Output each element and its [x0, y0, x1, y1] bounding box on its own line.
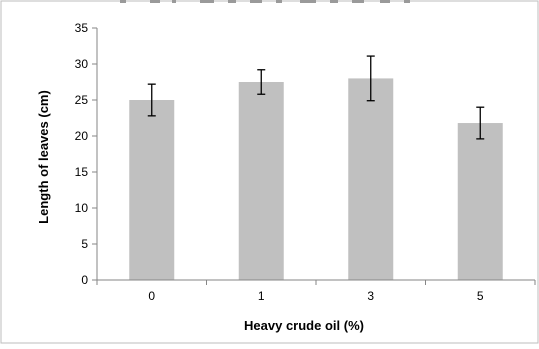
- y-tick-label: 30: [75, 57, 89, 71]
- y-tick-label: 15: [75, 165, 89, 179]
- y-tick-label: 25: [75, 93, 89, 107]
- cropped-header-strip: [0, 0, 539, 6]
- bar-0: [129, 100, 175, 280]
- x-tick-label: 0: [148, 289, 155, 303]
- bar-1: [238, 82, 284, 280]
- y-tick-label: 10: [75, 201, 89, 215]
- x-axis-label: Heavy crude oil (%): [244, 318, 364, 333]
- x-tick-label: 3: [367, 289, 374, 303]
- bar-5: [457, 123, 503, 280]
- y-tick-label: 20: [75, 129, 89, 143]
- y-axis-label: Length of leaves (cm): [36, 90, 51, 224]
- y-tick-label: 5: [81, 237, 88, 251]
- x-tick-label: 1: [258, 289, 265, 303]
- x-tick-label: 5: [477, 289, 484, 303]
- y-tick-label: 0: [81, 273, 88, 287]
- bar-3: [348, 78, 394, 281]
- y-tick-label: 35: [75, 21, 89, 35]
